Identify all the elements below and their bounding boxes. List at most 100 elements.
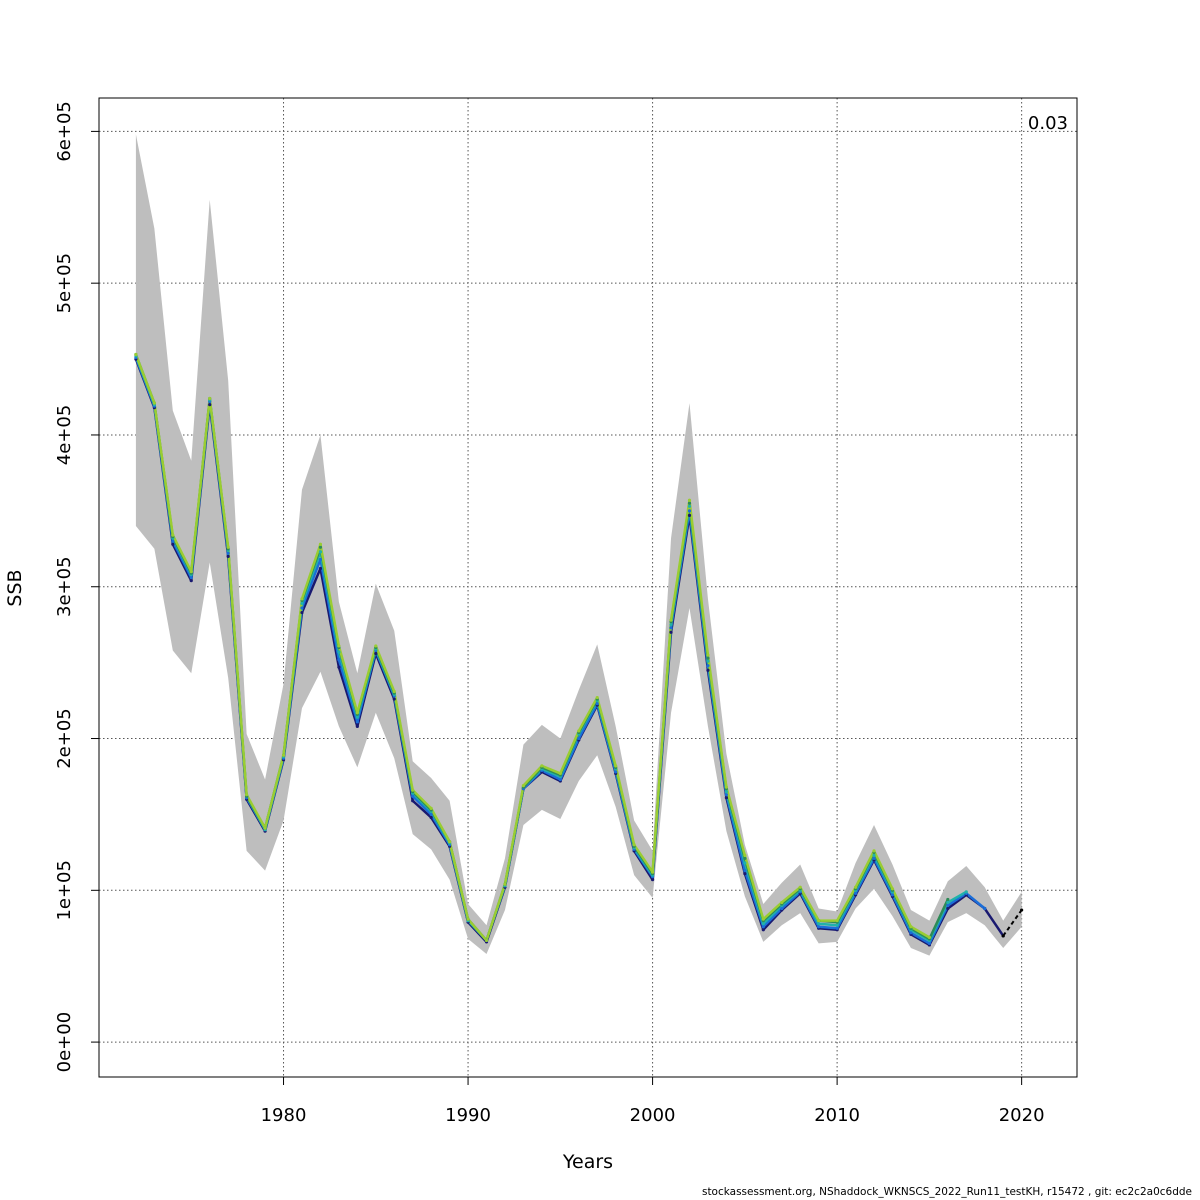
series-2-point — [318, 557, 323, 562]
series-1-point — [392, 697, 396, 701]
series-5-point — [521, 783, 526, 788]
series-5-point — [374, 644, 378, 648]
series-3-point — [817, 922, 821, 926]
x-tick-label: 2020 — [999, 1105, 1045, 1126]
footer-caption: stockassessment.org, NShaddock_WKNSCS_20… — [701, 1186, 1192, 1198]
series-5-point — [853, 885, 858, 889]
series-points-layer — [134, 352, 1024, 947]
series-2-point — [411, 794, 415, 798]
series-5-point — [429, 806, 433, 810]
series-1-point — [226, 554, 230, 558]
series-2-point — [189, 576, 193, 580]
series-5-point — [134, 352, 138, 357]
series-5-point — [835, 919, 839, 923]
series-5-point — [281, 753, 286, 757]
y-tick-label: 0e+00 — [54, 1012, 75, 1073]
series-1-point — [761, 928, 765, 932]
series-4-point — [318, 545, 323, 549]
x-tick-label: 2010 — [814, 1105, 860, 1126]
dashed-forecast-line — [1002, 909, 1023, 937]
series-5-point — [503, 882, 507, 886]
series-3-point — [337, 650, 341, 654]
plot-frame — [98, 97, 1078, 1078]
x-tick-label: 2000 — [630, 1105, 676, 1126]
series-2-point — [706, 664, 710, 668]
series-2-point — [577, 736, 581, 741]
y-axis-title: SSB — [4, 569, 26, 606]
series-5-point — [761, 917, 765, 921]
series-5-point — [300, 597, 304, 601]
series-5-point — [189, 569, 193, 574]
series-5-point — [208, 396, 212, 401]
series-2-point — [872, 856, 876, 861]
series-2-point — [817, 925, 821, 929]
series-2-point — [853, 891, 858, 895]
series-5-point — [614, 764, 618, 768]
series-3-point — [743, 861, 747, 865]
x-tick-label: 1990 — [445, 1105, 491, 1126]
series-3-point — [706, 659, 710, 663]
series-3-point — [318, 550, 323, 554]
series-1-point — [189, 579, 193, 583]
series-2-point — [743, 868, 747, 873]
series-5-point — [466, 917, 470, 921]
series-5-point — [540, 764, 544, 768]
series-5-point — [226, 545, 230, 549]
series-1-point — [300, 610, 304, 615]
series-2-point — [983, 906, 987, 911]
series-5-point — [724, 785, 728, 789]
y-tick-label: 4e+05 — [54, 405, 75, 466]
series-2-point — [927, 941, 931, 946]
series-2-point — [669, 626, 673, 630]
series-5-point — [263, 826, 267, 830]
series-3-point — [687, 504, 692, 508]
series-5-point — [743, 853, 747, 857]
x-axis: 1980 1990 2000 2010 2020 — [261, 1077, 1045, 1126]
series-3-point — [835, 923, 839, 927]
series-3-point — [669, 623, 673, 627]
series-4-point — [687, 501, 692, 505]
series-5-point — [890, 887, 895, 891]
series-4-point — [706, 656, 710, 660]
series-3-point — [964, 890, 968, 894]
series-1-point — [724, 796, 728, 800]
series-1-point — [706, 668, 710, 672]
series-3-point — [355, 715, 359, 719]
series-1-point — [337, 665, 341, 669]
series-2-point — [890, 893, 895, 897]
y-tick-label: 6e+05 — [54, 101, 75, 162]
series-1-point — [355, 724, 359, 728]
series-5-point — [927, 935, 931, 939]
series-1-point — [743, 872, 747, 876]
series-4-point — [946, 897, 950, 902]
series-3-point — [724, 790, 728, 794]
series-2-point — [687, 509, 692, 513]
series-5-point — [577, 729, 581, 733]
series-1-point — [946, 906, 950, 911]
series-2-point — [835, 926, 839, 930]
series-1-point — [374, 651, 378, 656]
series-2-point — [558, 777, 562, 782]
series-3-point — [761, 922, 765, 926]
y-tick-label: 5e+05 — [54, 253, 75, 314]
series-1-point — [171, 542, 175, 546]
series-5-point — [152, 401, 156, 405]
series-2-point — [761, 925, 765, 929]
series-3-point — [872, 853, 876, 857]
series-3-point — [300, 601, 304, 606]
series-5-point — [337, 644, 341, 648]
series-5-point — [706, 653, 710, 657]
series-5-point — [798, 885, 802, 889]
series-2-point — [724, 793, 728, 797]
series-5-point — [909, 925, 913, 929]
series-1-point — [429, 815, 433, 820]
series-5-point — [872, 849, 876, 853]
dashed-forecast-point — [1020, 908, 1024, 912]
series-line-5 — [134, 354, 931, 942]
dashed-forecast-point — [1001, 934, 1005, 938]
series-5-point — [318, 542, 323, 546]
x-axis-title: Years — [562, 1151, 613, 1173]
series-5-point — [558, 771, 562, 776]
series-5-point — [355, 711, 359, 715]
